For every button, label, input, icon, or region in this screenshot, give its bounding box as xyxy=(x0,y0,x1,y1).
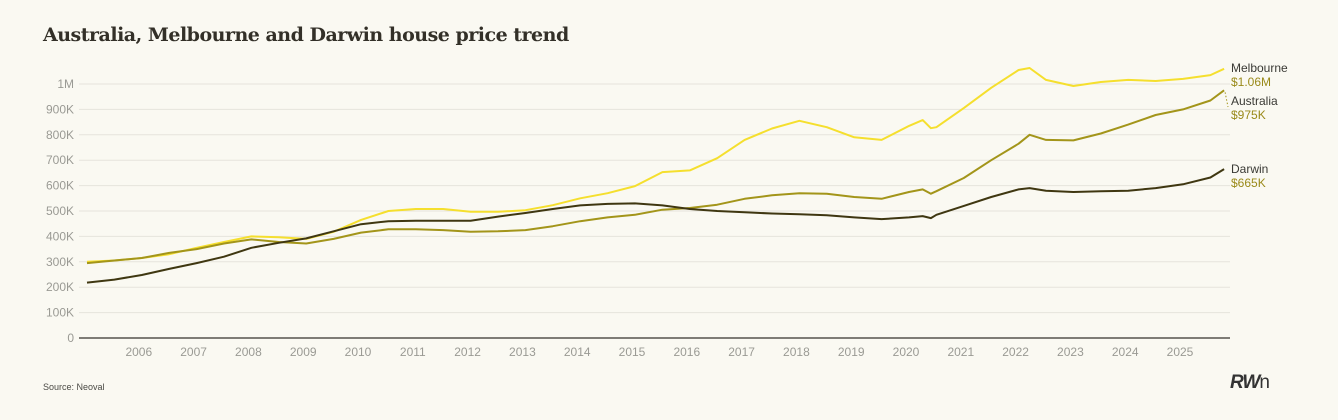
leader-line xyxy=(1224,92,1229,108)
chart-title: Australia, Melbourne and Darwin house pr… xyxy=(43,24,569,46)
series-line-australia xyxy=(86,89,1225,265)
y-tick-label: 600K xyxy=(46,179,74,193)
end-label-name: Melbourne xyxy=(1231,61,1288,75)
y-tick-label: 500K xyxy=(46,204,74,218)
end-label-value: $665K xyxy=(1231,176,1266,190)
x-tick-label: 2011 xyxy=(400,345,426,359)
x-tick-label: 2007 xyxy=(180,345,207,359)
x-tick-label: 2025 xyxy=(1167,345,1194,359)
x-tick-label: 2013 xyxy=(509,345,536,359)
series-lines xyxy=(86,67,1225,284)
end-label-name: Australia xyxy=(1231,94,1278,108)
y-tick-label: 900K xyxy=(46,102,74,116)
x-tick-label: 2016 xyxy=(673,345,700,359)
series-line-melbourne xyxy=(86,67,1225,263)
x-tick-label: 2014 xyxy=(564,345,591,359)
y-tick-label: 300K xyxy=(46,255,74,269)
x-tick-label: 2021 xyxy=(947,345,974,359)
source-note: Source: Neoval xyxy=(43,382,105,392)
x-tick-label: 2024 xyxy=(1112,345,1139,359)
x-tick-label: 2022 xyxy=(1002,345,1029,359)
x-tick-label: 2010 xyxy=(345,345,372,359)
y-tick-label: 700K xyxy=(46,153,74,167)
x-tick-label: 2006 xyxy=(125,345,152,359)
x-tick-label: 2023 xyxy=(1057,345,1084,359)
gridlines xyxy=(79,83,1230,339)
x-tick-label: 2020 xyxy=(893,345,920,359)
y-tick-label: 200K xyxy=(46,280,74,294)
x-tick-label: 2008 xyxy=(235,345,262,359)
end-label-value: $975K xyxy=(1231,108,1266,122)
end-label-name: Darwin xyxy=(1231,162,1268,176)
x-tick-label: 2009 xyxy=(290,345,317,359)
y-tick-label: 0 xyxy=(67,331,74,345)
x-tick-label: 2017 xyxy=(728,345,755,359)
x-axis-ticks: 2006 2007 2008 2009 2010 2011 2012 2013 2014 2015… xyxy=(125,345,1193,359)
x-tick-label: 2019 xyxy=(838,345,865,359)
x-tick-label: 2018 xyxy=(783,345,810,359)
x-tick-label: 2012 xyxy=(454,345,481,359)
y-tick-label: 100K xyxy=(46,306,74,320)
y-axis-ticks: 0 100K 200K 300K 400K 500K 600K 700K 800K 900K 1M xyxy=(46,77,74,345)
series-line-darwin xyxy=(86,168,1225,284)
y-tick-label: 800K xyxy=(46,128,74,142)
end-labels: Melbourne$1.06M Australia$975K Darwin$665K xyxy=(1224,61,1288,190)
rwn-logo: RWn xyxy=(1230,372,1270,393)
x-tick-label: 2015 xyxy=(619,345,646,359)
y-tick-label: 1M xyxy=(57,77,74,91)
end-label-value: $1.06M xyxy=(1231,75,1271,89)
y-tick-label: 400K xyxy=(46,229,74,243)
